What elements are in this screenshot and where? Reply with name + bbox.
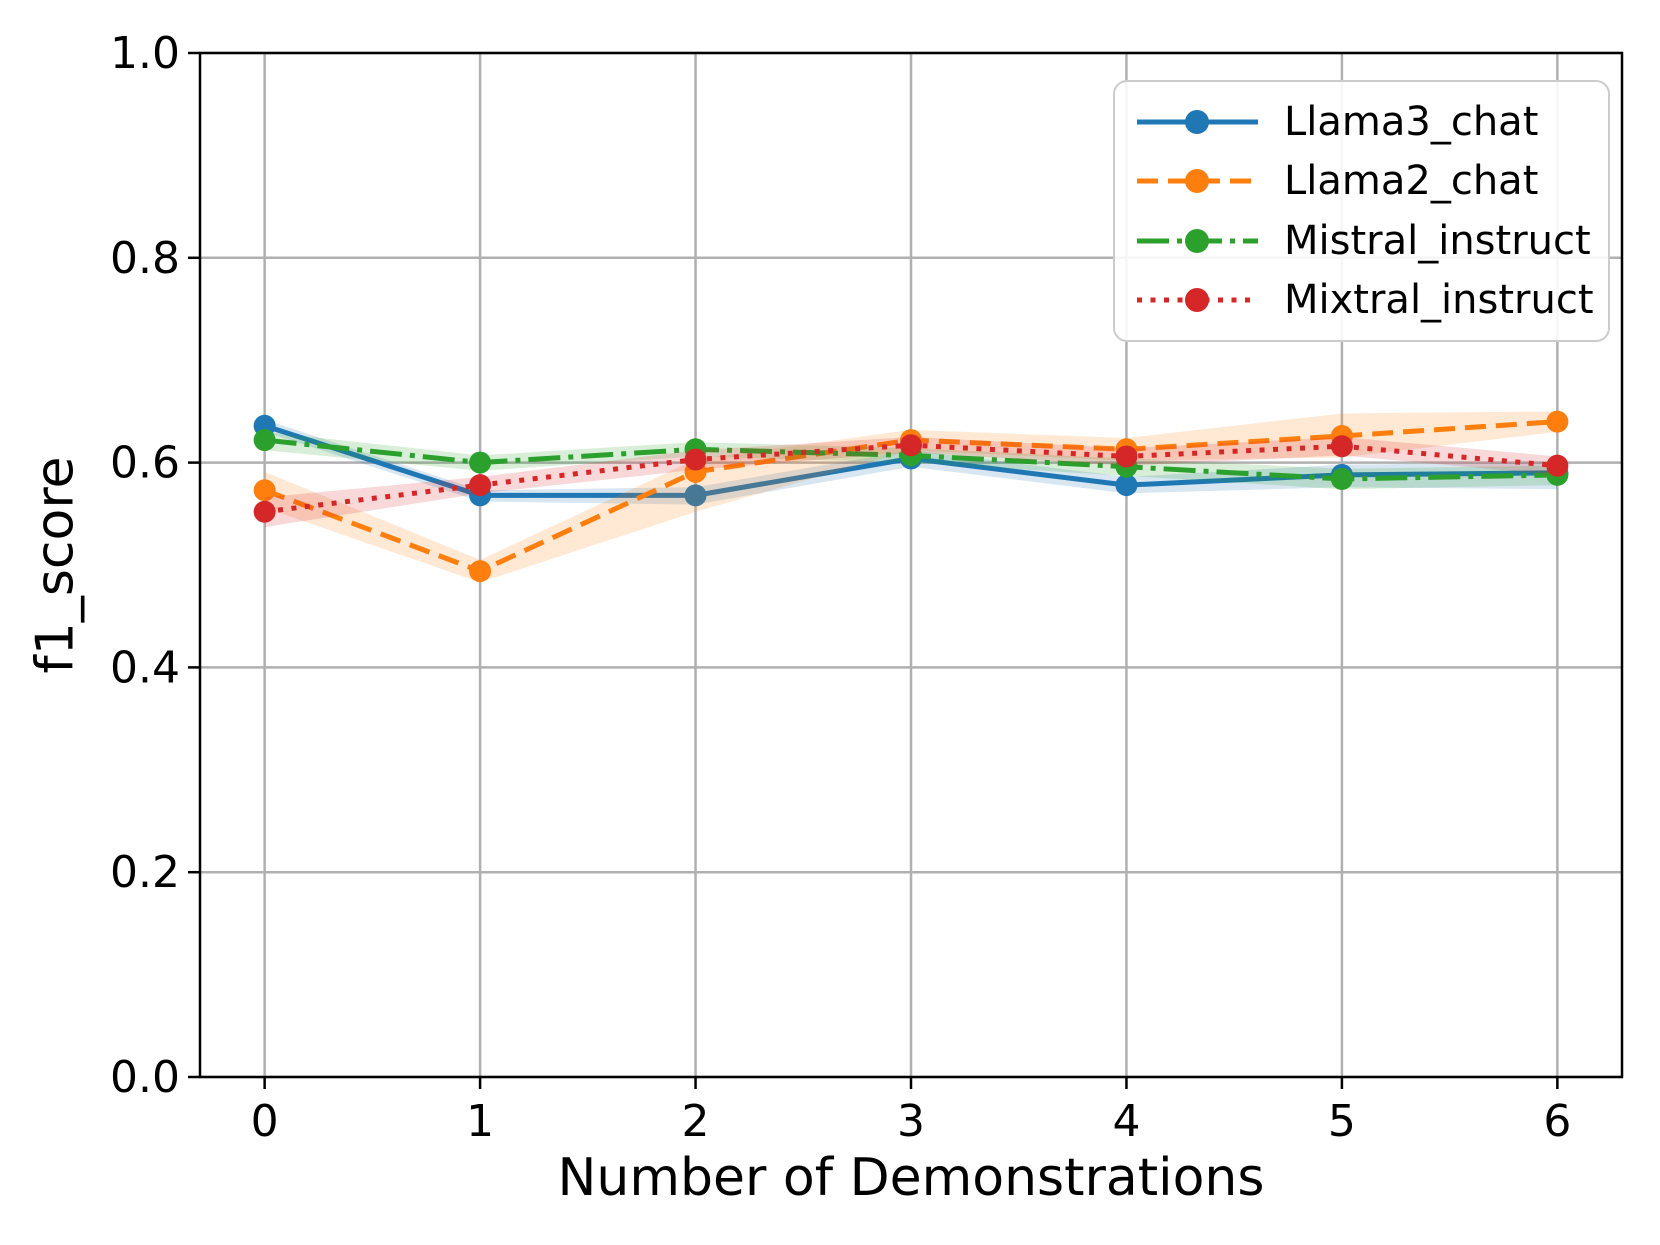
legend-label: Llama2_chat [1284, 158, 1539, 205]
plot-border [198, 51, 1624, 1079]
data-point-mixtral-instruct-2 [684, 448, 707, 471]
x-tick-label: 4 [1112, 1096, 1140, 1147]
legend-label: Llama3_chat [1284, 98, 1539, 145]
legend-item: Llama2_chat [1135, 153, 1602, 209]
legend-marker [1185, 288, 1209, 313]
y-tick-label: 0.6 [110, 438, 180, 489]
data-point-llama3-chat-4 [1115, 474, 1138, 497]
legend-sample-mixtral-instruct-icon [1137, 288, 1258, 313]
data-point-mistral-instruct-1 [469, 451, 492, 474]
data-point-llama2-chat-6 [1546, 410, 1569, 433]
x-tick-label: 2 [682, 1096, 710, 1147]
error-band-mixtral-instruct [264, 437, 1558, 528]
data-point-mixtral-instruct-3 [900, 434, 922, 457]
y-tick-label: 0.8 [110, 233, 180, 284]
legend-label: Mistral_instruct [1284, 217, 1591, 264]
x-tick-label: 0 [251, 1096, 279, 1147]
data-point-mixtral-instruct-1 [469, 474, 492, 497]
data-point-llama2-chat-0 [253, 479, 276, 502]
legend-sample-llama3-chat-icon [1137, 109, 1258, 134]
x-axis-label: Number of Demonstrations [557, 1148, 1265, 1208]
legend-label: Mixtral_instruct [1284, 277, 1594, 324]
y-tick-label: 1.0 [110, 28, 180, 79]
data-point-mixtral-instruct-5 [1330, 435, 1353, 458]
data-point-llama2-chat-1 [469, 560, 492, 583]
data-point-mixtral-instruct-4 [1115, 445, 1138, 468]
data-point-llama3-chat-2 [684, 484, 707, 507]
y-tick-label: 0.0 [110, 1052, 180, 1103]
y-tick-label: 0.2 [110, 847, 180, 898]
legend-marker [1185, 228, 1209, 253]
legend-item: Llama3_chat [1135, 94, 1602, 150]
x-tick-label: 3 [897, 1096, 925, 1147]
legend: Llama3_chat Llama2_chat Mistral_instruct… [1113, 80, 1610, 342]
legend-marker [1185, 109, 1209, 134]
legend-item: Mixtral_instruct [1135, 272, 1602, 328]
x-tick-label: 5 [1328, 1096, 1356, 1147]
legend-sample-mistral-instruct-icon [1137, 228, 1258, 253]
error-band-llama2-chat [264, 411, 1558, 583]
data-point-mistral-instruct-5 [1330, 467, 1353, 490]
y-tick-label: 0.4 [110, 642, 180, 693]
x-tick-label: 6 [1543, 1096, 1571, 1147]
x-tick-label: 1 [466, 1096, 494, 1147]
legend-marker [1185, 169, 1209, 194]
data-point-mixtral-instruct-0 [253, 500, 276, 523]
legend-sample-llama2-chat-icon [1137, 169, 1258, 194]
data-point-mixtral-instruct-6 [1546, 454, 1569, 477]
legend-item: Mistral_instruct [1135, 213, 1602, 269]
data-point-mistral-instruct-0 [253, 429, 276, 452]
